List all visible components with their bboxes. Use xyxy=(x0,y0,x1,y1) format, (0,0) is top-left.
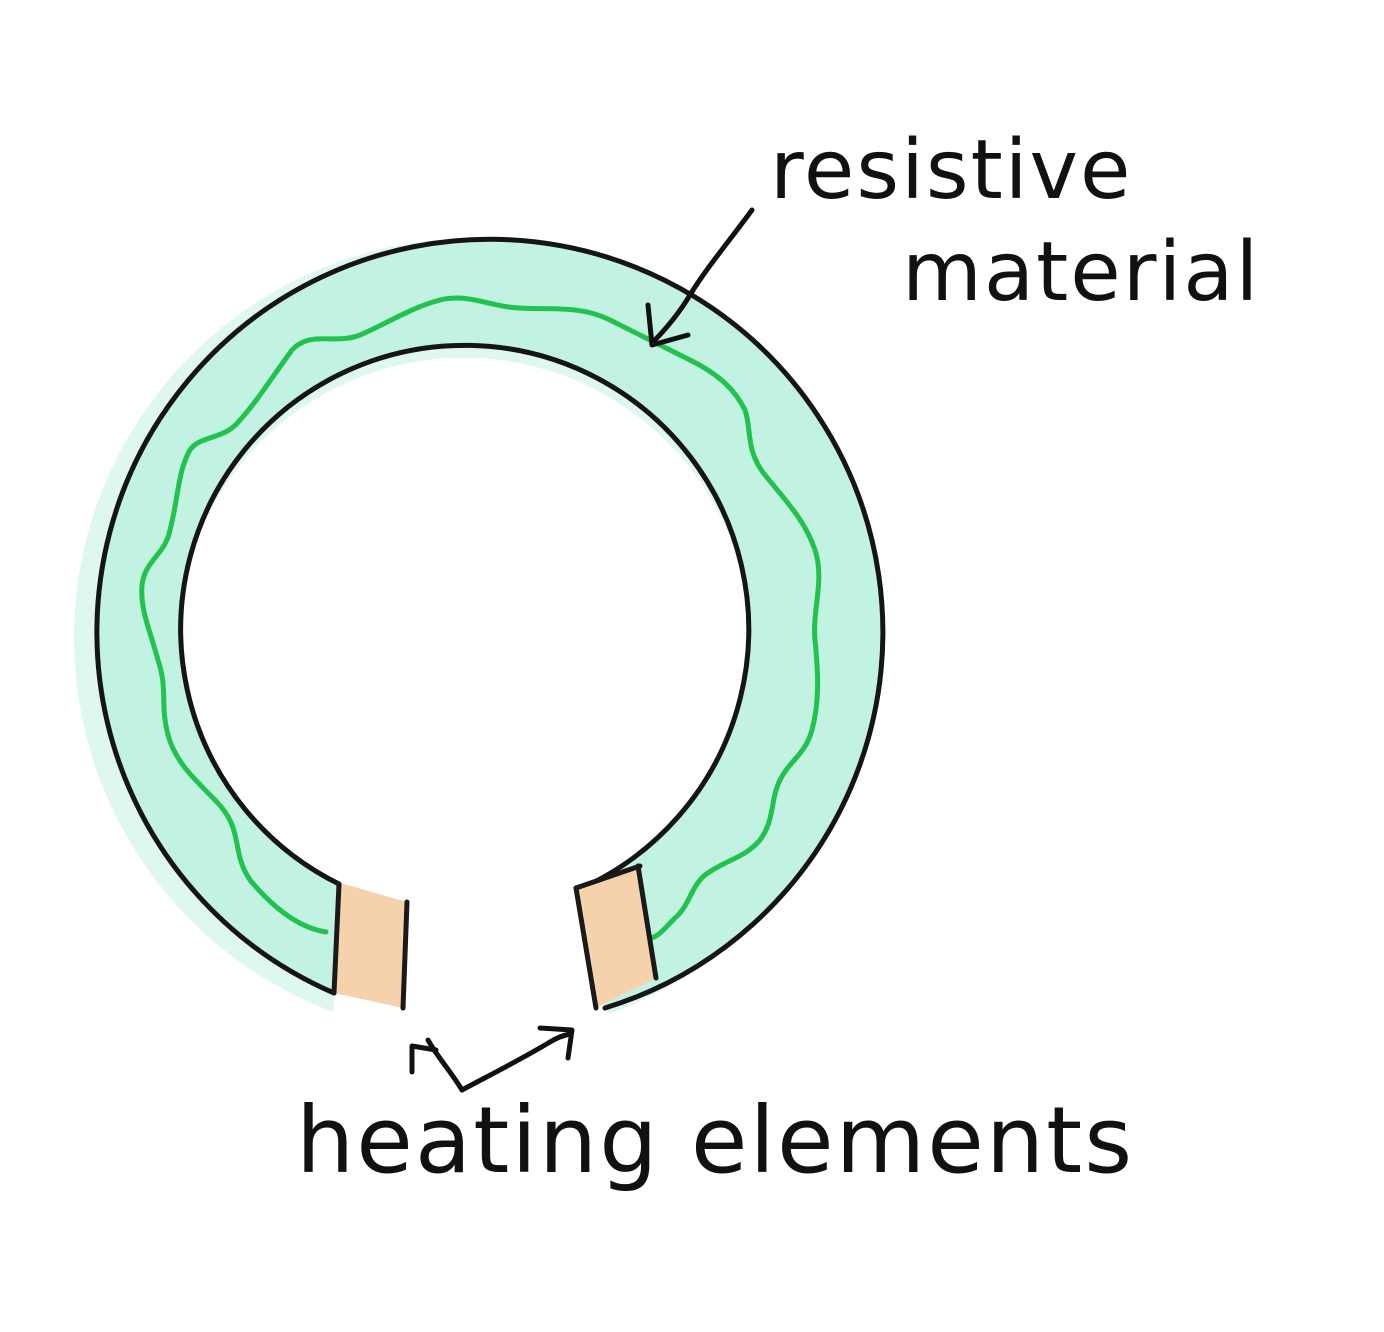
resistive-ring xyxy=(96,239,883,1009)
heating-elements-label: heating elements xyxy=(296,1087,1134,1194)
resistive-wire xyxy=(139,295,822,941)
ring-outer-outline xyxy=(94,236,886,1011)
heating-element-left xyxy=(331,881,410,1011)
resistive-label-line2: material xyxy=(902,225,1260,320)
ring-inner-outline xyxy=(178,342,752,891)
heating-element-right xyxy=(573,863,659,1011)
resistive-label-line1: resistive xyxy=(770,123,1133,218)
resistive-arrow-icon xyxy=(645,207,755,348)
heating-arrow-icon xyxy=(409,1025,575,1093)
